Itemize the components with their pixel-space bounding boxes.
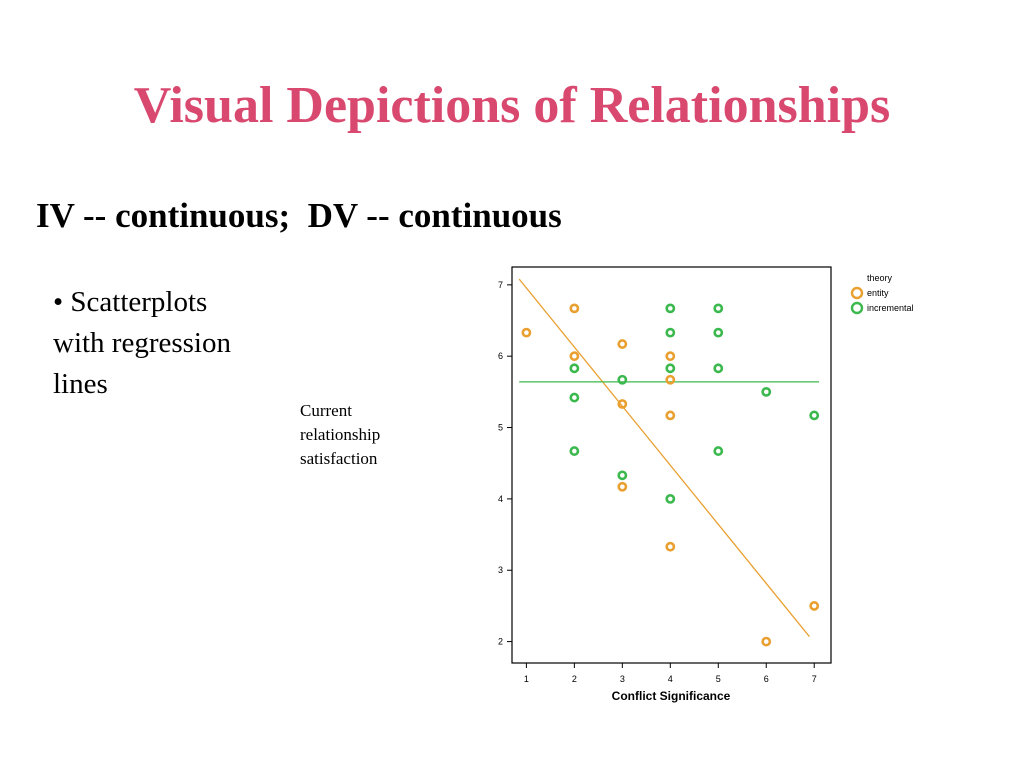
data-point-incremental — [569, 392, 580, 403]
legend: theory entity incremental — [850, 273, 914, 315]
data-point-entity — [569, 303, 580, 314]
data-point-incremental — [617, 374, 628, 385]
data-point-entity — [569, 351, 580, 362]
data-point-incremental — [665, 327, 676, 338]
legend-label: entity — [867, 288, 889, 298]
y-tick-label: 3 — [498, 565, 503, 575]
data-point-entity — [809, 601, 820, 611]
data-point-incremental — [569, 446, 580, 456]
bullet-line: • Scatterplots — [53, 286, 208, 318]
plot-frame — [511, 266, 832, 664]
y-tick-label: 4 — [498, 494, 503, 504]
data-point-entity — [761, 636, 772, 647]
bullet-text: • Scatterplots with regression lines — [53, 282, 293, 405]
data-point-incremental — [665, 363, 676, 374]
bullet-line: lines — [53, 368, 108, 400]
slide-title: Visual Depictions of Relationships — [133, 77, 891, 134]
legend-marker-entity — [850, 286, 864, 300]
data-point-incremental — [665, 493, 676, 504]
data-point-incremental — [665, 303, 676, 314]
x-tick-label: 2 — [572, 674, 577, 684]
slide-subtitle: IV -- continuous; DV -- continuous — [36, 196, 562, 235]
data-point-entity — [665, 541, 676, 552]
y-axis-label-line: relationship — [300, 425, 381, 444]
y-tick-label: 7 — [498, 280, 503, 290]
data-point-entity — [665, 351, 676, 362]
bullet-line: with regression — [53, 327, 231, 359]
data-point-incremental — [569, 363, 580, 374]
data-point-incremental — [713, 327, 724, 338]
data-point-incremental — [713, 363, 724, 374]
legend-title: theory — [867, 273, 893, 283]
data-point-incremental — [713, 446, 724, 456]
x-tick-label: 3 — [620, 674, 625, 684]
y-axis-label: Current relationship satisfaction — [300, 399, 420, 471]
data-point-entity — [617, 481, 628, 492]
data-point-entity — [665, 410, 676, 421]
y-axis-label-line: satisfaction — [300, 449, 378, 468]
x-tick-label: 1 — [524, 674, 529, 684]
data-point-entity — [521, 327, 532, 338]
data-point-entity — [617, 339, 628, 349]
y-tick-label: 2 — [498, 637, 503, 647]
legend-label: incremental — [867, 303, 914, 313]
x-tick-label: 5 — [716, 674, 721, 684]
data-point-incremental — [809, 410, 820, 421]
x-tick-label: 6 — [764, 674, 769, 684]
x-tick-label: 4 — [668, 674, 673, 684]
y-axis-label-line: Current — [300, 401, 352, 420]
regression-line-entity — [518, 278, 810, 638]
data-point-entity — [665, 374, 676, 385]
y-tick-label: 6 — [498, 351, 503, 361]
data-point-incremental — [617, 470, 628, 481]
data-point-entity — [617, 399, 628, 409]
x-axis-title: Conflict Significance — [612, 689, 731, 703]
data-point-incremental — [761, 386, 772, 397]
x-tick-label: 7 — [812, 674, 817, 684]
y-tick-label: 5 — [498, 423, 503, 433]
data-point-incremental — [713, 303, 724, 314]
legend-marker-incremental — [850, 301, 864, 315]
